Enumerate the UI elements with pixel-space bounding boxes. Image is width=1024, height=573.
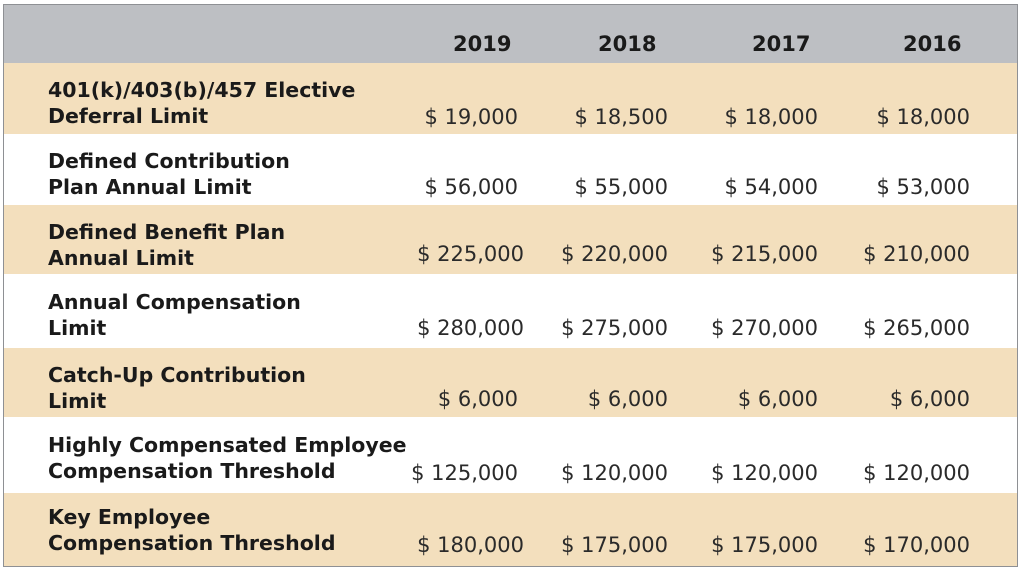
- contribution-limits-table: 2019 2018 2017 2016 401(k)/403(b)/457 El…: [3, 4, 1018, 567]
- value-2018: $ 175,000: [561, 533, 668, 557]
- value-2017: $ 6,000: [737, 387, 818, 411]
- year-header-2016: 2016: [903, 32, 962, 56]
- table-header-row: 2019 2018 2017 2016: [4, 5, 1017, 63]
- row-label: 401(k)/403(b)/457 Elective Deferral Limi…: [48, 77, 355, 129]
- year-header-2019: 2019: [453, 32, 512, 56]
- row-label-line1: Defined Benefit Plan: [48, 220, 286, 244]
- value-2018: $ 18,500: [574, 105, 668, 129]
- value-2018: $ 120,000: [561, 461, 668, 485]
- row-label-line2: Compensation Threshold: [48, 531, 336, 555]
- value-2019: $ 280,000: [417, 316, 524, 340]
- value-2016: $ 18,000: [876, 105, 970, 129]
- table-row: Catch-Up Contribution Limit $ 6,000 $ 6,…: [4, 348, 1017, 417]
- table-row: Defined Benefit Plan Annual Limit $ 225,…: [4, 205, 1017, 274]
- value-2016: $ 6,000: [889, 387, 970, 411]
- row-label-line2: Limit: [48, 316, 107, 340]
- table-row: Annual Compensation Limit $ 280,000 $ 27…: [4, 274, 1017, 348]
- row-label-line2: Annual Limit: [48, 246, 194, 270]
- row-label: Key Employee Compensation Threshold: [48, 504, 336, 556]
- row-label-line1: 401(k)/403(b)/457 Elective: [48, 78, 356, 102]
- value-2017: $ 175,000: [711, 533, 818, 557]
- row-label: Defined Contribution Plan Annual Limit: [48, 148, 290, 200]
- value-2019: $ 125,000: [411, 461, 518, 485]
- value-2017: $ 215,000: [711, 242, 818, 266]
- table-row: Key Employee Compensation Threshold $ 18…: [4, 493, 1017, 566]
- table-row: Highly Compensated Employee Compensation…: [4, 417, 1017, 493]
- value-2017: $ 18,000: [724, 105, 818, 129]
- value-2019: $ 56,000: [424, 175, 518, 199]
- value-2018: $ 55,000: [574, 175, 668, 199]
- value-2016: $ 170,000: [863, 533, 970, 557]
- row-label-line1: Defined Contribution: [48, 149, 290, 173]
- value-2016: $ 120,000: [863, 461, 970, 485]
- row-label-line1: Catch-Up Contribution: [48, 363, 306, 387]
- row-label: Highly Compensated Employee Compensation…: [48, 432, 407, 484]
- table-row: 401(k)/403(b)/457 Elective Deferral Limi…: [4, 63, 1017, 134]
- row-label: Defined Benefit Plan Annual Limit: [48, 219, 285, 271]
- value-2017: $ 54,000: [724, 175, 818, 199]
- value-2018: $ 6,000: [587, 387, 668, 411]
- row-label-line2: Deferral Limit: [48, 104, 209, 128]
- row-label: Annual Compensation Limit: [48, 289, 301, 341]
- year-header-2018: 2018: [598, 32, 657, 56]
- row-label-line1: Highly Compensated Employee: [48, 433, 407, 457]
- year-header-2017: 2017: [752, 32, 811, 56]
- value-2016: $ 265,000: [863, 316, 970, 340]
- value-2018: $ 275,000: [561, 316, 668, 340]
- value-2018: $ 220,000: [561, 242, 668, 266]
- row-label-line2: Plan Annual Limit: [48, 175, 252, 199]
- value-2019: $ 225,000: [417, 242, 524, 266]
- value-2019: $ 180,000: [417, 533, 524, 557]
- row-label-line1: Key Employee: [48, 505, 211, 529]
- value-2019: $ 19,000: [424, 105, 518, 129]
- row-label-line2: Compensation Threshold: [48, 459, 336, 483]
- table-row: Defined Contribution Plan Annual Limit $…: [4, 134, 1017, 205]
- value-2017: $ 120,000: [711, 461, 818, 485]
- value-2016: $ 53,000: [876, 175, 970, 199]
- row-label: Catch-Up Contribution Limit: [48, 362, 306, 414]
- row-label-line1: Annual Compensation: [48, 290, 301, 314]
- value-2017: $ 270,000: [711, 316, 818, 340]
- value-2016: $ 210,000: [863, 242, 970, 266]
- value-2019: $ 6,000: [437, 387, 518, 411]
- row-label-line2: Limit: [48, 389, 107, 413]
